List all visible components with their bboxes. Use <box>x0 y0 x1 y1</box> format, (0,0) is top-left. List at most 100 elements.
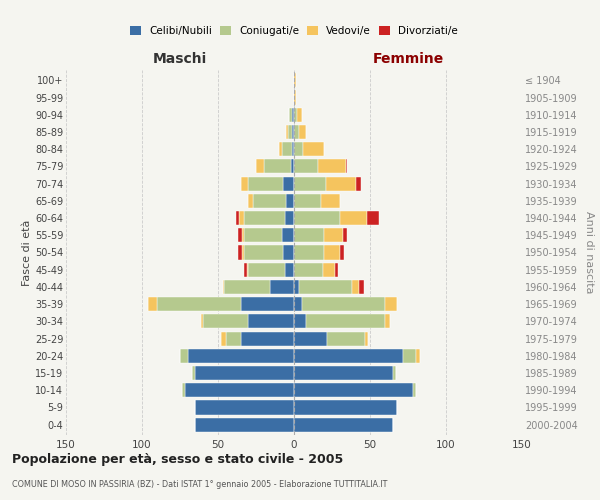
Bar <box>294 74 296 88</box>
Bar <box>294 418 393 432</box>
Bar <box>286 125 288 139</box>
Bar <box>289 108 292 122</box>
Bar <box>294 297 302 311</box>
Bar <box>346 160 347 173</box>
Bar <box>286 194 294 208</box>
Bar <box>294 160 319 173</box>
Bar <box>294 142 303 156</box>
Bar <box>236 211 239 225</box>
Bar <box>248 262 285 277</box>
Bar <box>248 314 294 328</box>
Bar <box>263 160 291 173</box>
Bar <box>248 176 283 190</box>
Bar <box>352 280 359 294</box>
Bar <box>195 366 294 380</box>
Bar <box>283 176 294 190</box>
Bar <box>203 314 248 328</box>
Bar <box>288 125 292 139</box>
Bar <box>241 176 248 190</box>
Text: Maschi: Maschi <box>153 52 207 66</box>
Bar <box>294 246 325 260</box>
Bar <box>294 262 323 277</box>
Bar <box>340 246 344 260</box>
Bar <box>244 211 285 225</box>
Legend: Celibi/Nubili, Coniugati/e, Vedovi/e, Divorziati/e: Celibi/Nubili, Coniugati/e, Vedovi/e, Di… <box>128 24 460 38</box>
Bar <box>325 246 340 260</box>
Bar <box>157 297 241 311</box>
Bar <box>294 383 413 398</box>
Bar <box>248 194 253 208</box>
Bar <box>413 383 416 398</box>
Text: Popolazione per età, sesso e stato civile - 2005: Popolazione per età, sesso e stato civil… <box>12 452 343 466</box>
Bar <box>238 228 242 242</box>
Bar <box>294 314 306 328</box>
Bar <box>224 280 269 294</box>
Bar <box>325 228 343 242</box>
Bar <box>343 228 347 242</box>
Bar <box>180 348 188 363</box>
Bar <box>303 142 325 156</box>
Bar <box>253 194 286 208</box>
Bar <box>182 383 185 398</box>
Bar <box>201 314 203 328</box>
Bar <box>335 262 338 277</box>
Bar <box>294 228 325 242</box>
Bar <box>294 125 299 139</box>
Bar <box>195 418 294 432</box>
Bar <box>242 228 244 242</box>
Bar <box>294 211 340 225</box>
Bar <box>403 348 416 363</box>
Bar <box>294 90 296 104</box>
Bar <box>192 366 195 380</box>
Bar <box>294 176 326 190</box>
Bar <box>256 160 263 173</box>
Bar <box>323 262 335 277</box>
Bar <box>241 332 294 345</box>
Bar <box>247 262 248 277</box>
Bar <box>283 246 294 260</box>
Bar <box>322 194 340 208</box>
Bar <box>365 332 368 345</box>
Bar <box>294 280 299 294</box>
Bar <box>269 280 294 294</box>
Bar <box>359 280 364 294</box>
Y-axis label: Anni di nascita: Anni di nascita <box>584 211 595 294</box>
Bar <box>294 194 322 208</box>
Bar <box>416 348 420 363</box>
Bar <box>279 142 282 156</box>
Y-axis label: Fasce di età: Fasce di età <box>22 220 32 286</box>
Bar <box>292 142 294 156</box>
Bar <box>244 262 247 277</box>
Bar <box>340 211 367 225</box>
Bar <box>244 246 283 260</box>
Bar <box>195 400 294 414</box>
Bar <box>188 348 294 363</box>
Bar <box>221 332 226 345</box>
Bar <box>282 142 292 156</box>
Bar <box>285 211 294 225</box>
Bar <box>292 125 294 139</box>
Bar <box>239 211 244 225</box>
Bar <box>294 400 397 414</box>
Bar <box>294 366 393 380</box>
Text: Femmine: Femmine <box>373 52 443 66</box>
Text: COMUNE DI MOSO IN PASSIRIA (BZ) - Dati ISTAT 1° gennaio 2005 - Elaborazione TUTT: COMUNE DI MOSO IN PASSIRIA (BZ) - Dati I… <box>12 480 388 489</box>
Bar <box>326 176 356 190</box>
Bar <box>241 297 294 311</box>
Bar <box>238 246 242 260</box>
Bar <box>285 262 294 277</box>
Bar <box>302 297 385 311</box>
Bar <box>292 108 294 122</box>
Bar <box>242 246 244 260</box>
Bar <box>291 160 294 173</box>
Bar <box>299 125 306 139</box>
Bar <box>282 228 294 242</box>
Bar <box>244 228 282 242</box>
Bar <box>299 280 352 294</box>
Bar <box>294 108 297 122</box>
Bar <box>148 297 157 311</box>
Bar <box>297 108 302 122</box>
Bar <box>328 332 365 345</box>
Bar <box>306 314 385 328</box>
Bar <box>294 348 403 363</box>
